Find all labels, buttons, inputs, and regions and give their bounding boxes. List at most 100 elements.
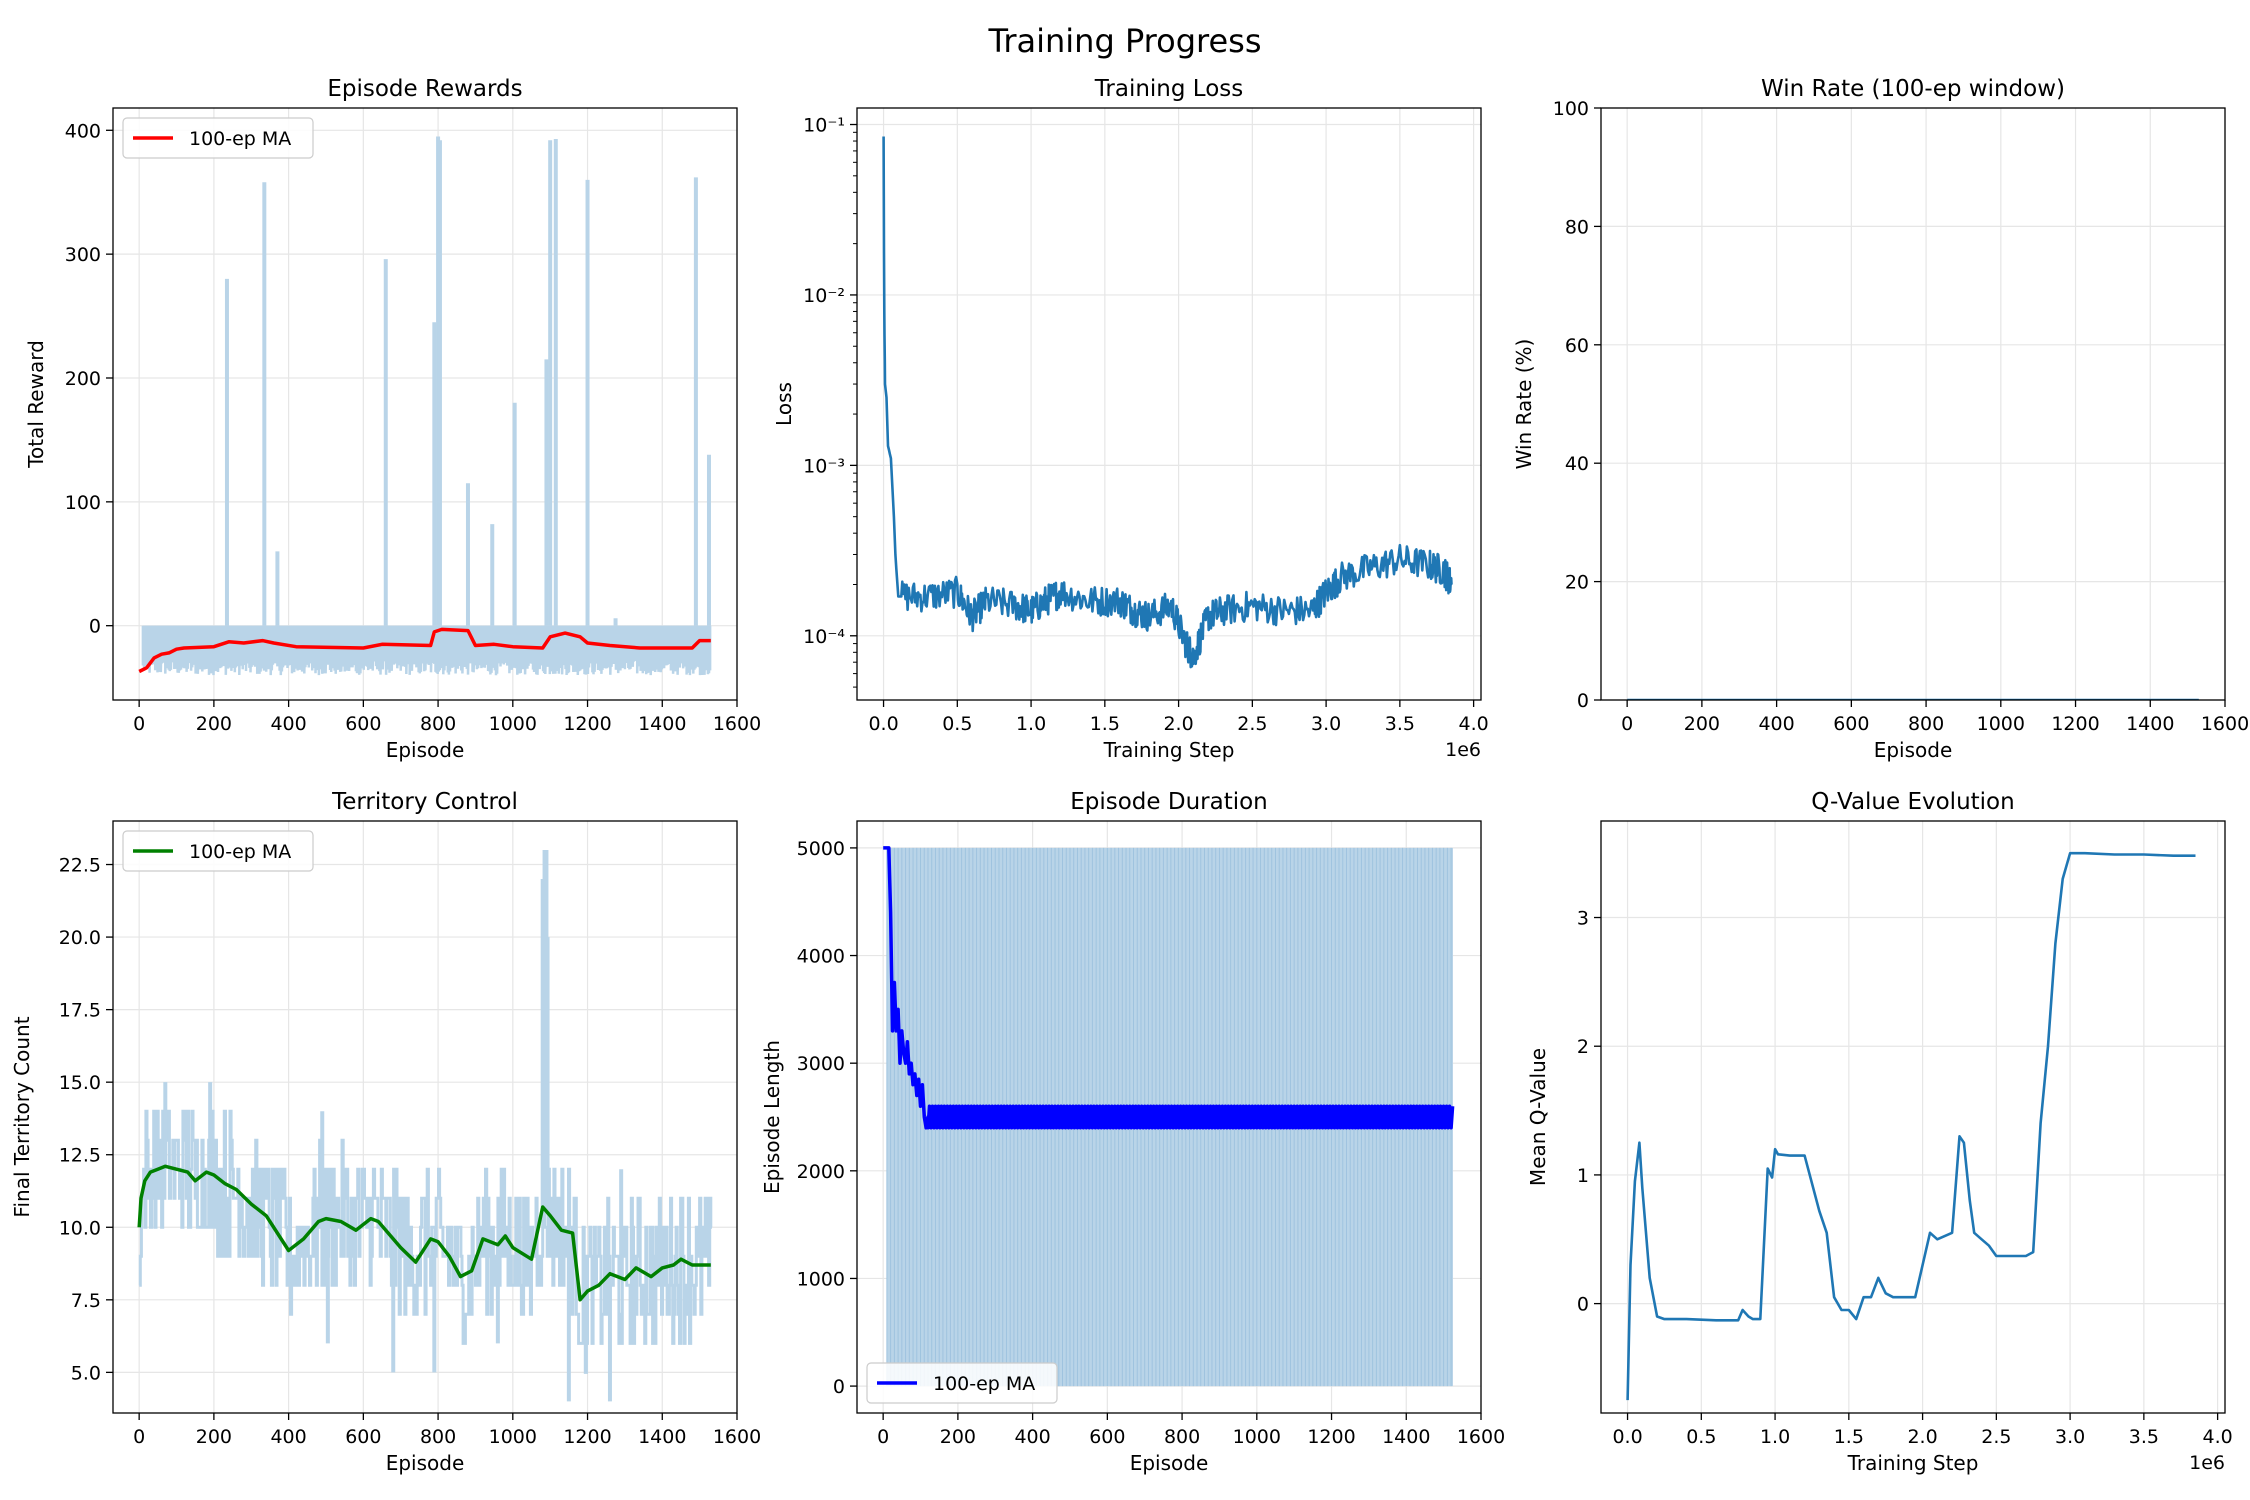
y-tick-label: 3000 xyxy=(797,1053,845,1075)
x-axis-multiplier: 1e6 xyxy=(2189,1452,2225,1474)
plot-area xyxy=(138,136,712,676)
series-line-territory xyxy=(137,1164,711,1302)
axes-frame xyxy=(112,107,738,701)
x-tick-label: 1000 xyxy=(1233,1426,1281,1448)
y-tick-label: 100 xyxy=(65,492,101,514)
y-tick-label: 2 xyxy=(1577,1036,1589,1058)
y-axis-label: Win Rate (%) xyxy=(1512,339,1536,470)
x-tick-label: 600 xyxy=(345,713,381,735)
x-tick-label: 3.5 xyxy=(1385,713,1415,735)
x-tick-label: 0 xyxy=(877,1426,889,1448)
x-tick-label: 400 xyxy=(1014,1426,1050,1448)
y-tick-label: 4000 xyxy=(797,946,845,968)
x-tick-label: 2.5 xyxy=(1981,1426,2011,1448)
chart-winrate: 0 200 400 600 800 1000 1200 1400 1600 0 20 40 60 80 10… xyxy=(1512,76,2249,762)
y-tick-label: 5.0 xyxy=(71,1362,101,1384)
x-axis-label: Episode xyxy=(1874,738,1953,762)
y-tick-label: 0 xyxy=(89,616,101,638)
y-tick-label: 0 xyxy=(1577,1294,1589,1316)
x-tick-label: 800 xyxy=(1908,713,1944,735)
x-axis-label: Episode xyxy=(386,1451,465,1475)
y-tick-label: 5000 xyxy=(797,838,845,860)
x-tick-label: 1000 xyxy=(489,1426,537,1448)
y-axis-label: Mean Q-Value xyxy=(1526,1048,1550,1186)
x-tick-label: 0 xyxy=(133,713,145,735)
y-tick-label: 10⁻² xyxy=(803,285,845,307)
x-tick-label: 1600 xyxy=(2201,713,2249,735)
x-axis-multiplier: 1e6 xyxy=(1445,739,1481,761)
y-tick-label: 10⁻⁴ xyxy=(803,626,845,648)
chart-title: Episode Rewards xyxy=(327,76,522,102)
plot-area xyxy=(882,136,1453,669)
x-tick-label: 400 xyxy=(1758,713,1794,735)
y-tick-label: 12.5 xyxy=(59,1145,101,1167)
raw-territory-line xyxy=(138,1109,713,1374)
legend: 100-ep MA xyxy=(122,117,314,159)
y-tick-label: 10.0 xyxy=(59,1217,101,1239)
chart-title: Q-Value Evolution xyxy=(1811,789,2014,815)
chart-territory: 0 200 400 600 800 1000 1200 1400 1600 5.0 7.5 10.0 1… xyxy=(10,789,761,1475)
x-tick-label: 200 xyxy=(196,1426,232,1448)
chart-title: Territory Control xyxy=(331,789,518,815)
legend-label: 100-ep MA xyxy=(189,128,291,150)
plot-area xyxy=(883,846,1455,1387)
series-line-loss xyxy=(882,136,1453,669)
x-tick-label: 800 xyxy=(1164,1426,1200,1448)
x-tick-label: 800 xyxy=(420,1426,456,1448)
x-axis-label: Episode xyxy=(1130,1451,1209,1475)
y-tick-label: 100 xyxy=(1553,98,1589,120)
x-tick-label: 2.5 xyxy=(1237,713,1267,735)
y-tick-label: 15.0 xyxy=(59,1072,101,1094)
legend: 100-ep MA xyxy=(122,830,314,872)
y-tick-label: 1 xyxy=(1577,1165,1589,1187)
x-tick-label: 0.0 xyxy=(1612,1426,1642,1448)
y-tick-label: 7.5 xyxy=(71,1290,101,1312)
chart-title: Win Rate (100-ep window) xyxy=(1761,76,2065,102)
x-tick-label: 1.0 xyxy=(1016,713,1046,735)
chart-title: Training Loss xyxy=(1094,76,1244,102)
y-axis-label: Total Reward xyxy=(24,340,48,469)
axes-frame xyxy=(1600,820,2226,1414)
y-axis-label: Final Territory Count xyxy=(10,1016,34,1217)
chart-title: Episode Duration xyxy=(1070,789,1268,815)
plot-area xyxy=(1626,851,2196,1401)
x-tick-label: 200 xyxy=(940,1426,976,1448)
y-tick-label: 10⁻³ xyxy=(803,455,845,477)
y-axis-label: Loss xyxy=(772,382,796,426)
axes-frame xyxy=(1600,107,2226,701)
x-tick-label: 1400 xyxy=(1382,1426,1430,1448)
x-tick-label: 3.0 xyxy=(2055,1426,2085,1448)
x-tick-label: 600 xyxy=(345,1426,381,1448)
x-tick-label: 0 xyxy=(1621,713,1633,735)
legend-box xyxy=(122,830,314,872)
x-tick-label: 2.0 xyxy=(1907,1426,1937,1448)
x-tick-label: 1.0 xyxy=(1760,1426,1790,1448)
y-tick-label: 20.0 xyxy=(59,927,101,949)
x-tick-label: 1600 xyxy=(1457,1426,1505,1448)
chart-rewards: 0 200 400 600 800 1000 1200 1400 1600 0 100 200 300 4… xyxy=(24,76,761,762)
series-line-rewards xyxy=(138,627,711,674)
x-tick-label: 1400 xyxy=(638,1426,686,1448)
x-tick-label: 1200 xyxy=(1307,1426,1355,1448)
x-tick-label: 400 xyxy=(270,1426,306,1448)
plot-area xyxy=(137,850,713,1402)
x-tick-label: 4.0 xyxy=(2203,1426,2233,1448)
y-tick-label: 10⁻¹ xyxy=(803,115,845,137)
x-tick-label: 200 xyxy=(1684,713,1720,735)
y-tick-label: 200 xyxy=(65,368,101,390)
legend-box xyxy=(122,117,314,159)
legend: 100-ep MA xyxy=(866,1362,1058,1404)
x-axis-label: Episode xyxy=(386,738,465,762)
series-line-qvalue xyxy=(1626,851,2196,1401)
y-axis-label: Episode Length xyxy=(760,1040,784,1194)
chart-duration: 0 200 400 600 800 1000 1200 1400 1600 0 1000 2000 30… xyxy=(760,789,1505,1475)
x-tick-label: 1000 xyxy=(489,713,537,735)
legend-box xyxy=(866,1362,1058,1404)
x-tick-label: 1.5 xyxy=(1834,1426,1864,1448)
x-tick-label: 1200 xyxy=(563,1426,611,1448)
x-tick-label: 2.0 xyxy=(1163,713,1193,735)
x-axis-label: Training Step xyxy=(1847,1451,1979,1475)
y-tick-label: 17.5 xyxy=(59,1000,101,1022)
x-tick-label: 0.0 xyxy=(868,713,898,735)
